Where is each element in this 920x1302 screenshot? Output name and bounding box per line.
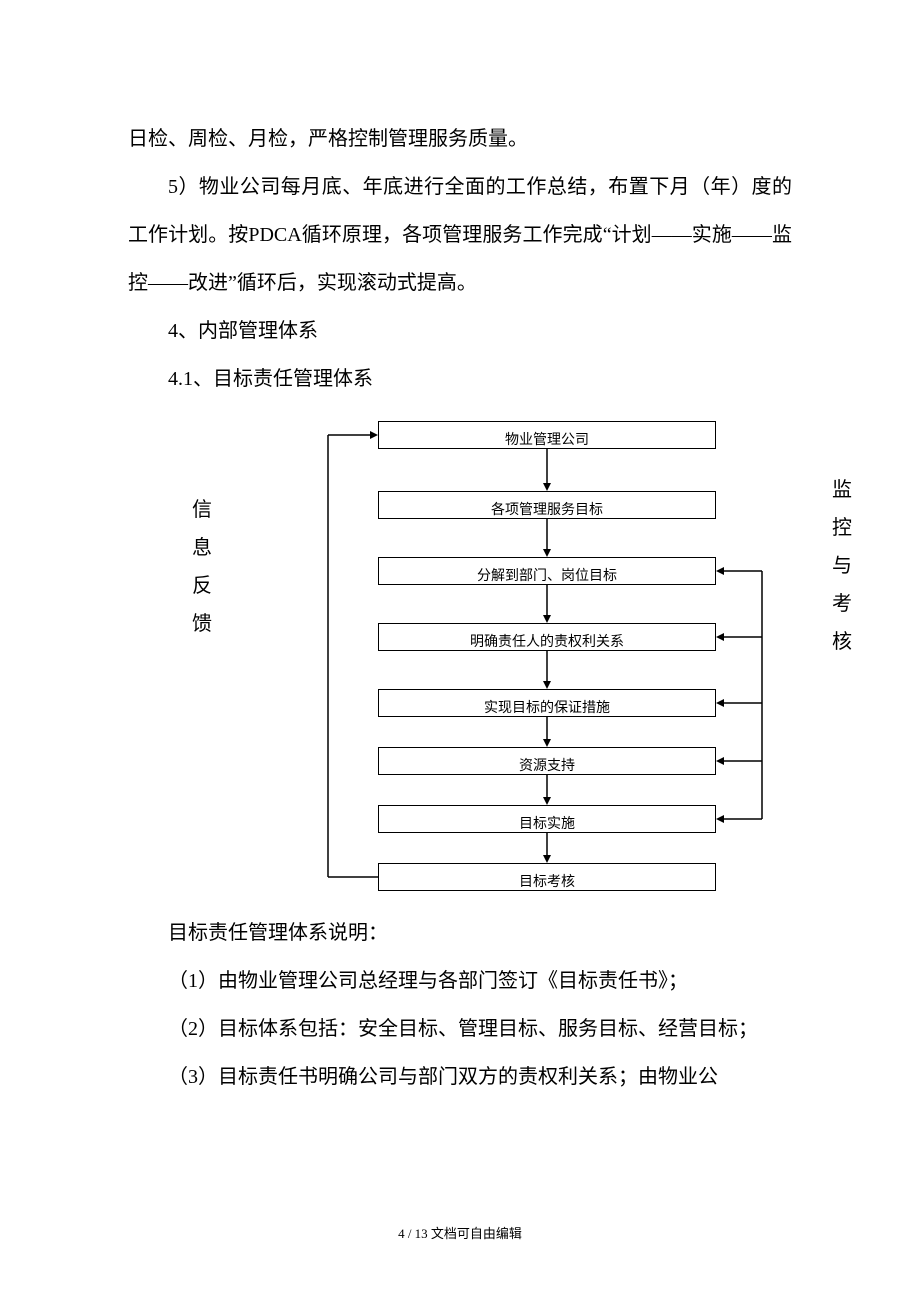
paragraph: 日检、周检、月检，严格控制管理服务质量。	[128, 115, 792, 163]
flow-node: 物业管理公司	[378, 421, 716, 449]
flow-node: 明确责任人的责权利关系	[378, 623, 716, 651]
flow-node: 目标考核	[378, 863, 716, 891]
flowchart-diagram: 信息反馈 监控与考核 物业管理公司各项管理服务目标分解到部门、岗位目标明确责任人…	[190, 411, 854, 901]
flow-node: 资源支持	[378, 747, 716, 775]
flow-node: 目标实施	[378, 805, 716, 833]
diagram-left-label: 信息反馈	[190, 491, 214, 643]
diagram-right-label: 监控与考核	[830, 471, 854, 661]
flow-node: 实现目标的保证措施	[378, 689, 716, 717]
paragraph: （1）由物业管理公司总经理与各部门签订《目标责任书》；	[128, 957, 792, 1005]
paragraph: （2）目标体系包括：安全目标、管理目标、服务目标、经营目标；	[128, 1005, 792, 1053]
document-page: 日检、周检、月检，严格控制管理服务质量。 5）物业公司每月底、年底进行全面的工作…	[0, 0, 920, 1101]
heading-section: 4、内部管理体系	[128, 307, 792, 355]
paragraph: （3）目标责任书明确公司与部门双方的责权利关系；由物业公	[128, 1053, 792, 1101]
paragraph: 目标责任管理体系说明：	[128, 909, 792, 957]
flow-node: 各项管理服务目标	[378, 491, 716, 519]
paragraph: 5）物业公司每月底、年底进行全面的工作总结，布置下月（年）度的工作计划。按PDC…	[128, 163, 792, 307]
flow-node: 分解到部门、岗位目标	[378, 557, 716, 585]
flowchart-core: 物业管理公司各项管理服务目标分解到部门、岗位目标明确责任人的责权利关系实现目标的…	[242, 411, 802, 901]
page-footer: 4 / 13 文档可自由编辑	[0, 1223, 920, 1242]
heading-subsection: 4.1、目标责任管理体系	[128, 355, 792, 403]
